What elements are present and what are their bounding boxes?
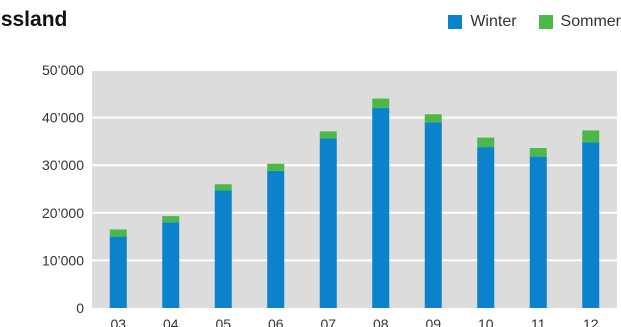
x-tick-label: 08 [373, 316, 389, 327]
bar-winter [529, 156, 547, 308]
x-tick-label: 03 [110, 316, 126, 327]
chart-legend: Winter Sommer [426, 13, 621, 31]
x-tick-label: 07 [320, 316, 336, 327]
bar-winter [267, 170, 285, 308]
bar-sommer [214, 184, 232, 191]
x-tick-label: 06 [268, 316, 284, 327]
plot-area [92, 70, 617, 308]
x-tick-label: 12 [583, 316, 599, 327]
bar-winter [214, 190, 232, 308]
bar-winter [582, 142, 600, 308]
bar-winter [162, 222, 180, 308]
bar-sommer [109, 229, 127, 237]
bar-sommer [162, 216, 180, 223]
bar-sommer [529, 148, 547, 157]
bar-sommer [372, 98, 390, 109]
legend-swatch-winter [448, 15, 463, 29]
bar-sommer [582, 130, 600, 143]
bar-winter [372, 108, 390, 308]
bar-winter [109, 236, 127, 308]
bar-sommer [424, 114, 442, 123]
y-tick-label: 50’000 [42, 62, 84, 78]
y-tick-label: 10’000 [42, 252, 84, 268]
bar-sommer [477, 137, 495, 148]
y-tick-label: 20’000 [42, 205, 84, 221]
bar-winter [477, 147, 495, 308]
x-tick-label: 11 [531, 316, 546, 327]
legend-item-winter: Winter [448, 13, 517, 31]
legend-swatch-sommer [538, 15, 553, 29]
x-tick-label: 10 [478, 316, 494, 327]
legend-item-sommer: Sommer [538, 13, 621, 31]
legend-label-sommer: Sommer [560, 13, 621, 30]
bar-winter [319, 138, 337, 308]
y-tick-label: 0 [76, 300, 84, 316]
bar-sommer [319, 131, 337, 139]
legend-label-winter: Winter [470, 13, 517, 30]
x-tick-label: 05 [215, 316, 231, 327]
chart-title: ussland [0, 8, 68, 31]
x-tick-label: 09 [425, 316, 441, 327]
y-tick-label: 30’000 [42, 157, 84, 173]
x-tick-label: 04 [163, 316, 179, 327]
bar-sommer [267, 163, 285, 171]
bar-winter [424, 122, 442, 308]
y-tick-label: 40’000 [42, 110, 84, 126]
